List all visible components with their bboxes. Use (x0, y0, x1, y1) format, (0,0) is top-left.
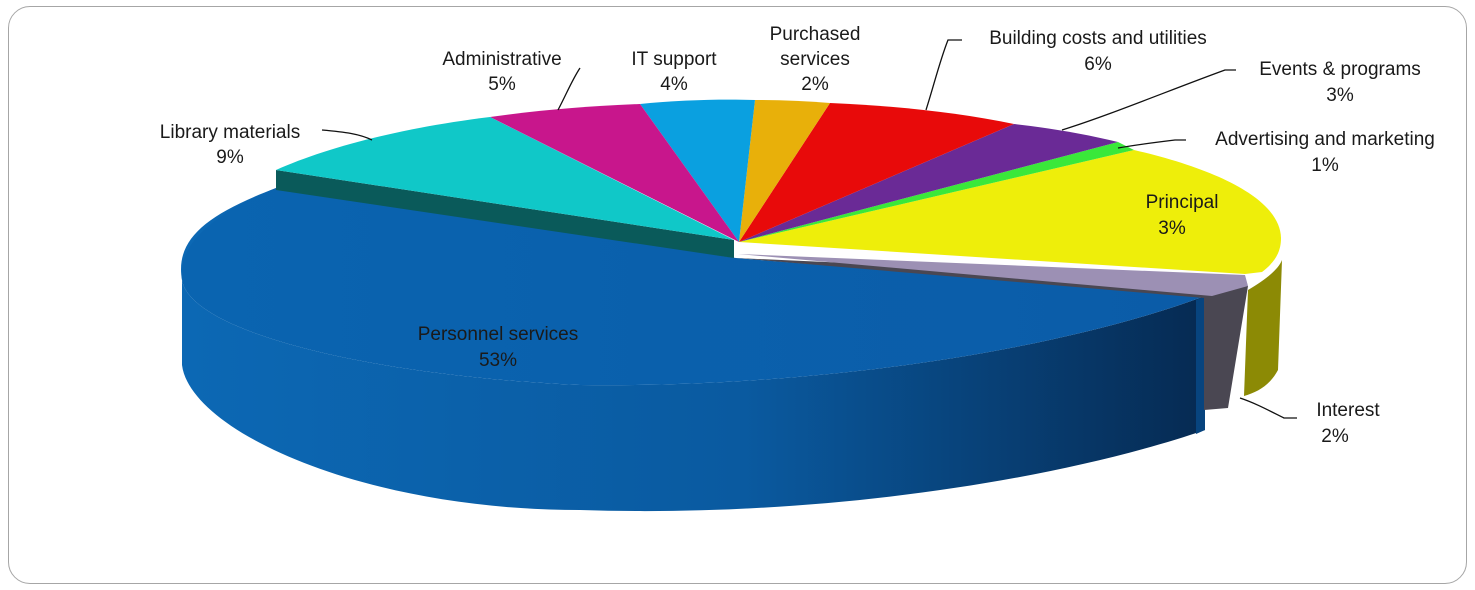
data-label-purchased-services-name-line1: Purchased (770, 24, 861, 45)
data-label-interest-name: Interest (1316, 400, 1380, 421)
data-label-principal: Principal 3% (1146, 192, 1219, 239)
slice-library-materials[interactable] (276, 117, 734, 258)
data-label-library-materials-value: 9% (216, 147, 244, 168)
data-label-advertising-name: Advertising and marketing (1215, 129, 1435, 150)
slice-principal[interactable] (739, 150, 1282, 396)
slice-interest[interactable] (736, 254, 1248, 410)
data-label-personnel-services-value: 53% (479, 350, 517, 371)
slice-library-materials-side (276, 170, 734, 258)
data-label-events-programs-value: 3% (1326, 85, 1354, 106)
data-label-library-materials: Library materials 9% (160, 122, 300, 168)
data-label-interest: Interest 2% (1316, 400, 1380, 447)
leader-line-advertising (1117, 139, 1186, 149)
data-label-building-costs-name: Building costs and utilities (989, 28, 1207, 49)
data-label-administrative-value: 5% (488, 74, 516, 95)
leader-line-library-materials (321, 129, 373, 141)
data-labels: Library materials 9% Administrative 5% I… (160, 24, 1435, 447)
data-label-it-support: IT support 4% (631, 49, 717, 95)
slice-personnel-services[interactable] (181, 188, 1205, 512)
data-label-building-costs-and-utilities: Building costs and utilities 6% (989, 28, 1207, 75)
data-label-it-support-name: IT support (631, 49, 717, 70)
slice-library-materials-top (276, 117, 734, 240)
data-label-advertising-and-marketing: Advertising and marketing 1% (1215, 129, 1435, 176)
slice-personnel-services-edge (1196, 296, 1205, 434)
data-label-it-support-value: 4% (660, 74, 688, 95)
slice-advertising-and-marketing[interactable] (739, 142, 1134, 242)
data-label-advertising-value: 1% (1311, 155, 1339, 176)
slice-events-and-programs[interactable] (739, 124, 1118, 242)
slice-interest-top (738, 254, 1248, 296)
data-label-personnel-services-name: Personnel services (418, 324, 579, 345)
data-label-library-materials-name: Library materials (160, 122, 300, 143)
slice-administrative[interactable] (490, 104, 739, 242)
slice-principal-side (1244, 260, 1282, 396)
data-label-administrative-name: Administrative (442, 49, 561, 70)
leader-line-events-programs (1061, 69, 1236, 131)
data-label-personnel-services: Personnel services 53% (418, 324, 579, 371)
slice-personnel-services-side (181, 188, 1205, 512)
data-label-building-costs-value: 6% (1084, 54, 1112, 75)
slice-building-costs-and-utilities[interactable] (739, 103, 1014, 242)
data-label-purchased-services-value: 2% (801, 74, 829, 95)
leader-line-administrative (557, 67, 581, 111)
data-label-purchased-services-name-line2: services (780, 49, 850, 70)
leader-lines (321, 39, 1297, 419)
data-label-principal-name: Principal (1146, 192, 1219, 213)
data-label-events-programs-name: Events & programs (1259, 59, 1421, 80)
slice-it-support[interactable] (640, 99, 755, 243)
leader-line-building-costs (925, 39, 962, 111)
leader-line-interest (1239, 397, 1297, 419)
data-label-events-and-programs: Events & programs 3% (1259, 59, 1421, 106)
data-label-interest-value: 2% (1321, 426, 1349, 447)
data-label-principal-value: 3% (1158, 218, 1186, 239)
slice-purchased-services[interactable] (739, 100, 830, 242)
data-label-purchased-services: Purchased services 2% (770, 24, 861, 95)
data-label-administrative: Administrative 5% (442, 49, 561, 95)
slice-principal-top (739, 150, 1281, 274)
slice-personnel-services-top (181, 188, 1205, 386)
